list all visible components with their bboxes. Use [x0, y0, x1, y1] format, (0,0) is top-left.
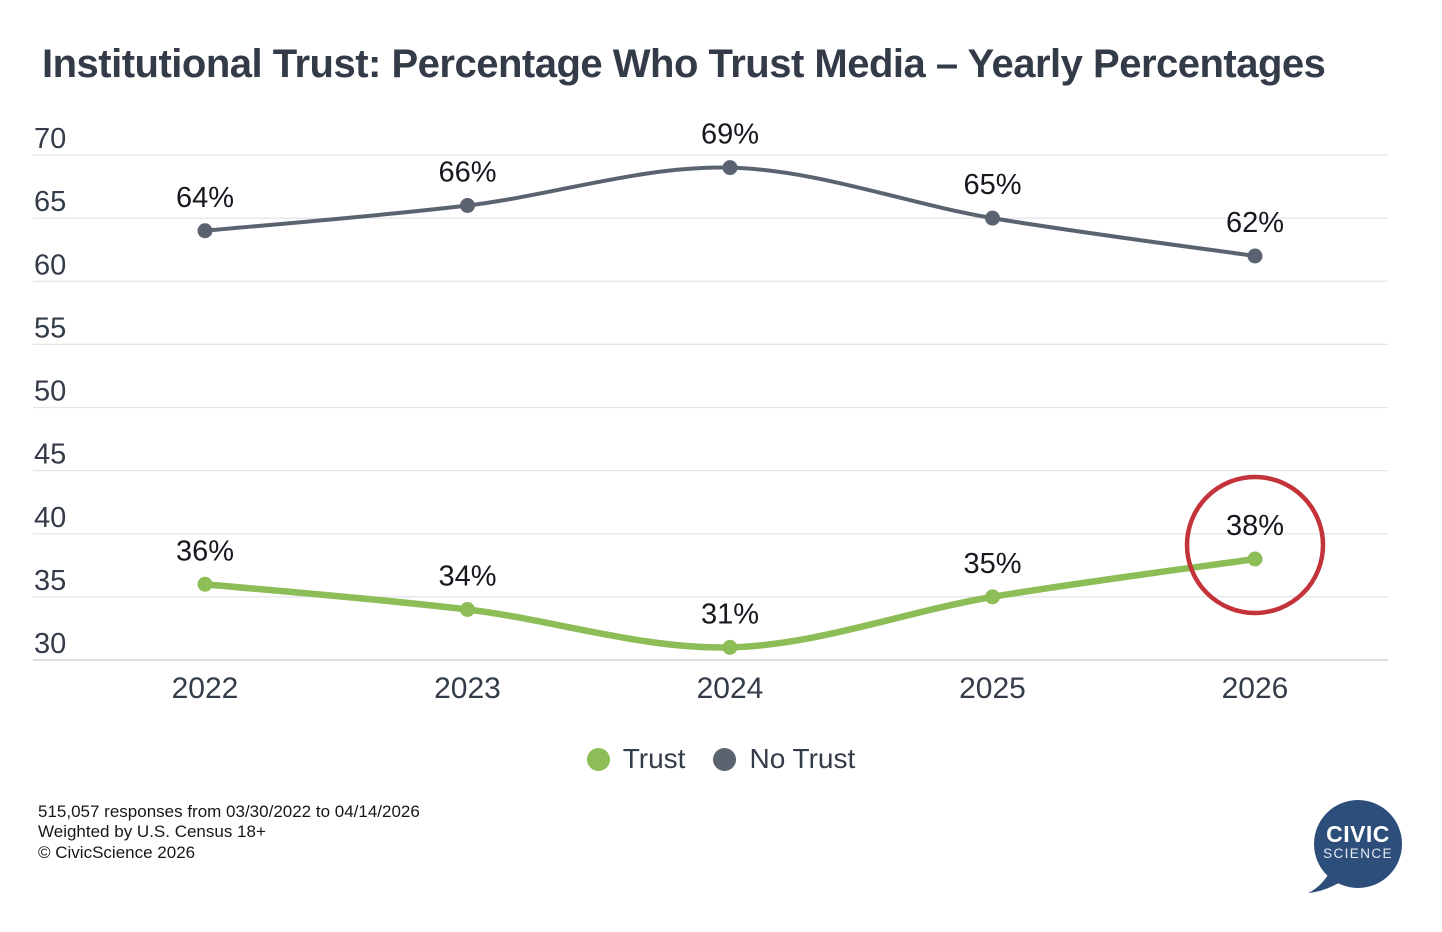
data-point-no-trust-2023: [460, 198, 475, 213]
logo-text-science: SCIENCE: [1323, 846, 1393, 861]
logo-speech-bubble-tail: [1308, 875, 1345, 893]
data-label-trust-2026: 38%: [1226, 510, 1284, 542]
legend-label-no-trust: No Trust: [749, 743, 856, 774]
y-tick-label-70: 70: [34, 123, 66, 155]
civicscience-logo: CIVIC SCIENCE: [1308, 800, 1402, 893]
data-point-no-trust-2025: [985, 210, 1000, 226]
x-tick-label-2023: 2023: [434, 672, 501, 705]
chart-title: Institutional Trust: Percentage Who Trus…: [42, 42, 1326, 86]
data-label-trust-2022: 36%: [176, 535, 234, 567]
legend-dot-trust: [586, 747, 610, 771]
annotation-circle: [1184, 474, 1326, 616]
y-tick-label-40: 40: [34, 502, 66, 534]
trust-media-line-chart: 30 35 40 45 50 55 60 65 70 2022 2023 2024 2025 2026 36…: [33, 119, 1388, 705]
source-note-responses: 515,057 responses from 03/30/2022 to 04/…: [38, 802, 420, 821]
x-tick-label-2026: 2026: [1222, 672, 1289, 705]
y-tick-label-45: 45: [34, 439, 66, 471]
y-tick-label-30: 30: [34, 628, 66, 660]
data-point-trust-2024: [722, 639, 738, 655]
source-note-copyright: © CivicScience 2026: [38, 842, 196, 862]
data-label-trust-2024: 31%: [701, 598, 759, 630]
y-tick-label-50: 50: [34, 376, 66, 408]
legend-item-no-trust: No Trust: [713, 743, 855, 775]
y-tick-label-35: 35: [34, 565, 66, 597]
x-tick-label-2022: 2022: [172, 672, 239, 705]
x-tick-label-2025: 2025: [959, 672, 1026, 705]
y-tick-label-60: 60: [34, 249, 66, 281]
series-line-no-trust: [203, 165, 1257, 258]
data-point-trust-2025: [985, 589, 1000, 605]
data-point-trust-2023: [460, 602, 475, 617]
data-point-no-trust-2026: [1247, 248, 1263, 264]
data-point-no-trust-2022: [197, 223, 213, 239]
chart-legend: Trust No Trust: [0, 743, 1442, 775]
data-point-trust-2022: [197, 576, 213, 592]
data-point-trust-2026: [1247, 551, 1263, 567]
y-tick-label-55: 55: [34, 312, 66, 344]
logo-text-civic: CIVIC: [1326, 821, 1390, 847]
data-label-no-trust-2025: 65%: [963, 169, 1021, 201]
data-label-no-trust-2022: 64%: [176, 182, 234, 214]
data-label-trust-2025: 35%: [963, 548, 1021, 580]
data-label-no-trust-2026: 62%: [1226, 207, 1284, 239]
logo-speech-bubble: [1314, 800, 1402, 888]
legend-label-trust: Trust: [622, 743, 686, 774]
legend-item-trust: Trust: [586, 743, 686, 775]
data-point-no-trust-2024: [722, 160, 738, 176]
data-label-no-trust-2024: 69%: [701, 119, 759, 151]
legend-dot-no-trust: [713, 747, 737, 771]
data-label-trust-2023: 34%: [438, 561, 496, 593]
source-note-weighting: Weighted by U.S. Census 18+: [38, 822, 266, 842]
data-label-no-trust-2023: 66%: [438, 157, 496, 189]
source-note: 515,057 responses from 03/30/2022 to 04/…: [38, 802, 420, 863]
y-tick-label-65: 65: [34, 186, 66, 218]
x-tick-label-2024: 2024: [697, 672, 764, 705]
